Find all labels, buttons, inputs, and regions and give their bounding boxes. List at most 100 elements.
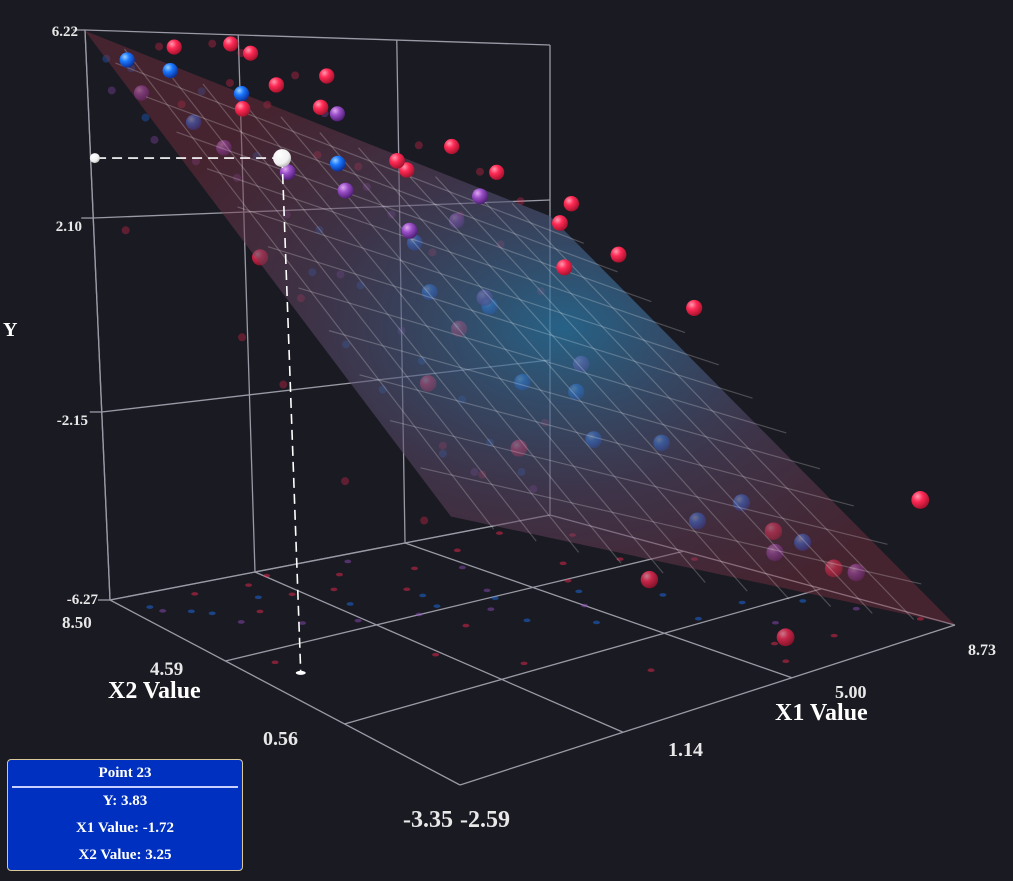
floor-projection	[852, 606, 860, 611]
wall-projection	[414, 141, 423, 150]
surface-gridline	[473, 189, 873, 614]
points-above-plane	[119, 36, 930, 509]
floor-projection	[256, 609, 264, 614]
x1-tick-label: 5.00	[835, 682, 867, 702]
data-point	[398, 162, 415, 178]
data-point	[233, 85, 250, 102]
data-point	[279, 164, 296, 181]
surface-gridline	[298, 287, 787, 434]
x2-tick-label: 0.56	[263, 728, 298, 750]
data-point	[319, 68, 335, 84]
data-point	[556, 259, 573, 276]
y-tick-label: -6.27	[67, 592, 99, 608]
highlighted-point	[89, 149, 306, 675]
floor-projection	[433, 604, 441, 608]
floor-projection	[483, 588, 491, 593]
data-point	[234, 101, 251, 117]
floor-gridline	[225, 550, 684, 662]
floor-projection	[146, 605, 154, 609]
surface-gridline	[163, 66, 537, 542]
data-point	[119, 52, 135, 68]
floor-projection	[403, 587, 411, 592]
y-tick-label: -2.15	[57, 413, 88, 429]
floor-projection	[520, 661, 528, 666]
floor-projection	[263, 573, 271, 578]
surface-gridline	[511, 203, 915, 620]
data-point	[444, 138, 460, 155]
wall-projection	[141, 113, 150, 122]
x2-axis-label: X2 Value	[108, 678, 201, 704]
floor-projection	[344, 559, 352, 564]
floor-gridline	[459, 624, 956, 786]
floor-projection	[523, 618, 531, 623]
wall-projection	[291, 71, 300, 80]
floor-gridline	[109, 599, 461, 786]
tooltip-title: Point 23	[12, 760, 238, 788]
tooltip-x1: X1 Value: -1.72	[76, 820, 174, 836]
floor-projection	[453, 548, 461, 553]
floor-projection	[830, 633, 838, 638]
floor-projection	[694, 616, 702, 621]
floor-projection	[799, 599, 807, 603]
floor-projection	[575, 589, 583, 594]
data-point	[329, 106, 345, 122]
surface-gridline	[420, 467, 922, 585]
surface-gridline	[115, 62, 584, 244]
floor-projection	[245, 583, 253, 587]
back-wall-gridline	[84, 29, 551, 46]
data-point	[223, 36, 239, 52]
floor-projection	[330, 587, 338, 592]
y-tick-label: 2.10	[56, 219, 82, 235]
wall-projection	[155, 42, 164, 51]
x1-tick-label: -2.59	[460, 807, 510, 833]
floor-projection	[208, 611, 216, 616]
surface-gridline	[359, 374, 854, 507]
floor-projection	[191, 592, 199, 596]
floor-projection	[298, 621, 306, 625]
wall-projection	[225, 78, 234, 87]
data-point	[489, 164, 505, 180]
data-point	[610, 246, 627, 263]
wall-projection	[107, 86, 116, 95]
drop-line-to-floor	[281, 158, 302, 673]
data-point	[686, 299, 703, 317]
surface-gridline	[202, 83, 580, 553]
wall-projection	[475, 167, 484, 176]
floor-projection-highlight	[295, 670, 306, 675]
floor-projection	[462, 623, 470, 628]
floor-projection	[616, 557, 624, 561]
floor-projection	[581, 603, 589, 608]
floor-projection	[432, 652, 440, 657]
floor-projection	[559, 561, 567, 566]
floor-projection	[647, 668, 655, 673]
wall-projection-highlight	[89, 153, 100, 164]
regression-surface	[85, 30, 956, 625]
x1-tick-label: 8.73	[968, 642, 996, 659]
floor-projection	[271, 660, 279, 665]
x1-axis-label: X1 Value	[775, 700, 868, 726]
surface-gridline	[237, 206, 719, 366]
floor-projection	[659, 593, 667, 597]
floor-projection	[491, 596, 499, 601]
point-tooltip: Point 23 Y: 3.83 X1 Value: -1.72 X2 Valu…	[7, 759, 243, 871]
wall-projection	[150, 135, 159, 144]
wall-projection	[238, 333, 247, 342]
floor-projection	[770, 641, 778, 646]
data-point	[166, 39, 182, 55]
data-point	[389, 153, 405, 169]
wall-projection	[420, 516, 429, 525]
wall-projection	[208, 39, 217, 48]
surface-gridline	[358, 147, 748, 592]
surface-gridline	[124, 48, 495, 530]
data-point	[268, 77, 285, 93]
floor-projection	[782, 659, 790, 664]
floor-projection	[592, 620, 600, 625]
surface-gridline	[389, 419, 888, 545]
floor-projection	[771, 620, 779, 625]
x2-tick-label: 8.50	[62, 613, 92, 632]
y-axis-line	[84, 29, 111, 601]
data-point	[162, 62, 178, 79]
surface-gridline	[241, 100, 622, 564]
floor-projection	[458, 565, 466, 570]
